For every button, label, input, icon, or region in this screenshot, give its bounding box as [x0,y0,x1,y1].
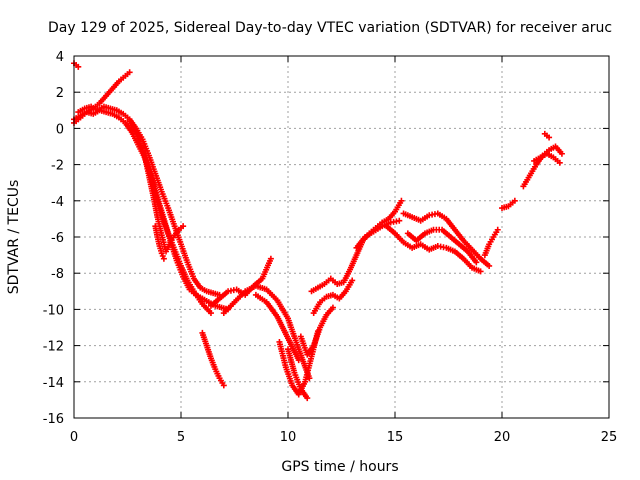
data-points [71,60,565,402]
y-tick-label: 4 [56,50,64,65]
y-tick-label: -16 [43,412,64,427]
data-point-marker [126,69,133,76]
data-point-marker [398,197,405,204]
data-point-marker [511,197,518,204]
chart-title: Day 129 of 2025, Sidereal Day-to-day VTE… [48,20,612,36]
x-tick-label: 25 [601,430,618,445]
x-tick-label: 15 [387,430,404,445]
data-point-marker [160,255,167,262]
data-point-marker [207,310,214,317]
y-tick-label: -6 [51,231,64,246]
y-tick-label: -8 [51,267,64,282]
data-point-marker [180,223,187,230]
x-ticks: 0 5 10 15 20 25 [70,56,617,445]
y-axis-label: SDTVAR / TECUs [6,180,22,295]
data-point-marker [558,150,565,157]
data-point-marker [306,375,313,382]
data-point-marker [556,159,563,166]
data-point-marker [473,259,480,266]
data-point-marker [75,63,82,70]
y-tick-label: -14 [43,376,64,391]
x-axis-label: GPS time / hours [281,459,398,475]
y-tick-label: -10 [43,303,64,318]
y-tick-label: 0 [56,122,64,137]
x-tick-label: 10 [280,430,297,445]
grid-lines [74,56,609,418]
data-point-marker [267,255,274,262]
y-tick-label: -12 [43,340,64,355]
data-point-marker [304,395,311,402]
data-point-marker [329,304,336,311]
data-point-marker [349,277,356,284]
x-tick-label: 5 [177,430,185,445]
y-tick-label: -4 [51,195,64,210]
data-point-marker [396,217,403,224]
y-tick-label: -2 [51,159,64,174]
y-ticks: 4 2 0 -2 -4 -6 -8 -10 -12 -14 -16 [43,50,609,427]
data-point-marker [486,262,493,269]
y-tick-label: 2 [56,86,64,101]
x-tick-label: 20 [494,430,511,445]
data-point-marker [295,357,302,364]
x-tick-label: 0 [70,430,78,445]
data-point-marker [220,382,227,389]
data-point-marker [546,134,553,141]
data-point-marker [494,226,501,233]
data-point-marker [477,268,484,275]
